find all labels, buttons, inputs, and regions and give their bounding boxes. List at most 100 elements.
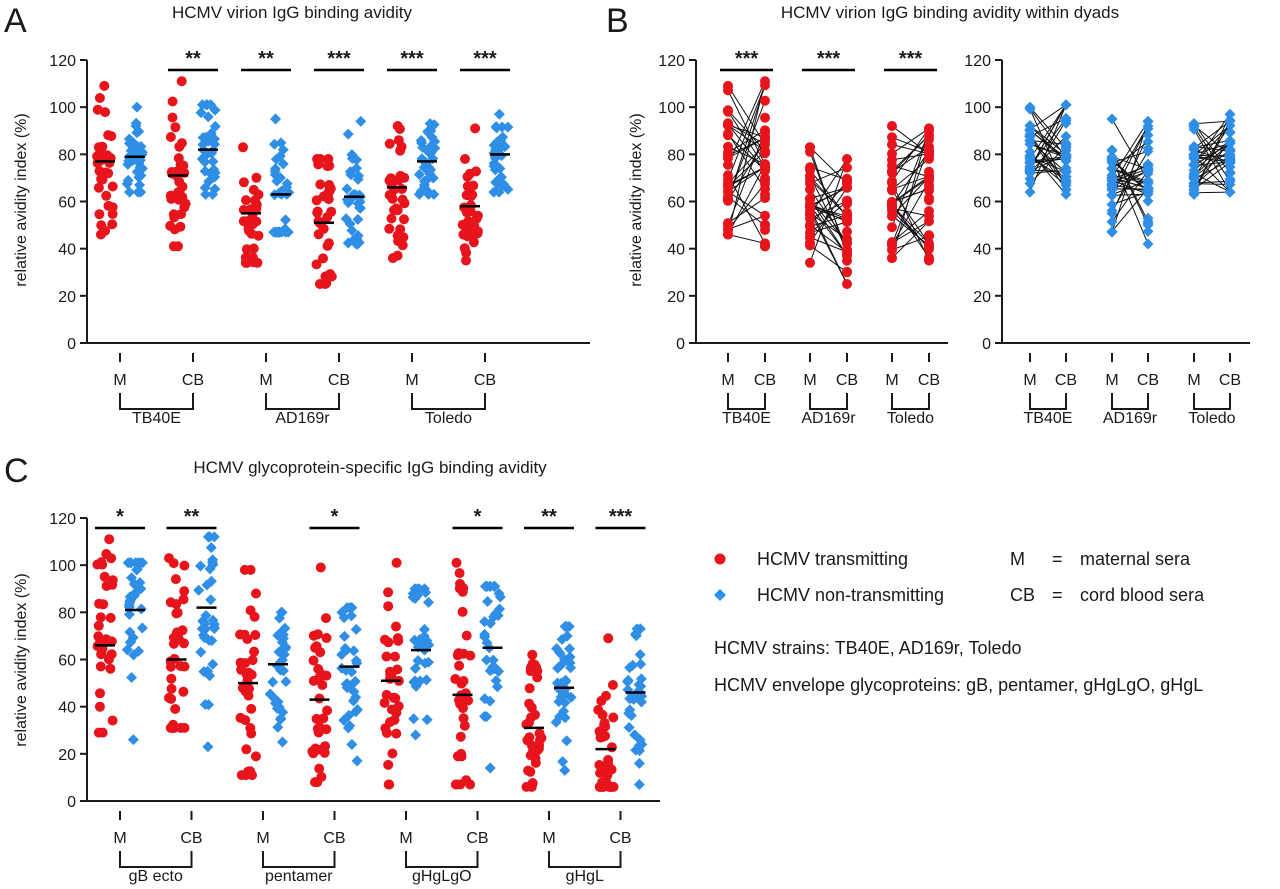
data-point-nontransmitting [490,177,502,189]
y-tick-label-a: 100 [49,100,76,117]
data-point-nontransmitting [267,676,279,688]
data-point-transmitting [381,728,392,738]
dyad-point-cb [760,95,770,106]
data-point-nontransmitting [209,120,221,132]
dyad-line [727,146,766,165]
data-point-nontransmitting [350,623,362,635]
data-point-nontransmitting [131,101,143,113]
dyad-line [1193,183,1231,185]
dyad-point-cb [842,162,852,173]
data-point-transmitting [251,199,262,210]
dyad-point-m [805,200,815,211]
y-tick-label-c: 120 [49,511,76,528]
data-point-transmitting [384,223,395,234]
dyad-point-m [1106,216,1118,228]
data-point-transmitting [384,779,395,790]
data-point-transmitting [177,181,188,192]
data-point-nontransmitting [336,649,348,661]
group-label-group-2: Toledo [425,410,472,427]
y-tick-label-a: 60 [58,195,76,212]
y-tick-label-a: 20 [58,289,76,306]
dyad-point-cb [1224,108,1236,120]
dyad-line [727,90,766,165]
data-point-nontransmitting [348,645,360,657]
data-point-nontransmitting [277,158,289,170]
data-point-transmitting [467,189,478,200]
group-bracket-group-3 [548,851,622,868]
data-point-transmitting [107,181,118,192]
data-point-transmitting [521,781,532,792]
data-point-transmitting [99,80,110,91]
data-point-nontransmitting [338,630,350,642]
dyad-point-cb [1142,188,1154,200]
data-point-nontransmitting [346,224,358,236]
data-point-nontransmitting [484,617,496,629]
dyad-point-cb [1142,225,1154,237]
dyad-point-m [1106,163,1118,175]
dyad-line [1029,104,1067,131]
dyad-point-cb [1224,167,1236,179]
dyad-point-m [1106,207,1118,219]
data-point-nontransmitting [497,139,509,151]
data-point-nontransmitting [630,630,642,642]
dyad-line [1111,134,1149,214]
dyad-line [1111,170,1149,191]
data-point-transmitting [458,583,469,594]
significance-label: * [116,506,124,528]
dyad-point-cb [1142,136,1154,148]
dyad-line [727,234,766,244]
data-point-nontransmitting [121,178,133,190]
x-tick-label-dyad-group-2: CB [1219,372,1241,389]
data-point-nontransmitting [205,99,217,111]
dyad-point-cb [924,145,934,156]
data-point-nontransmitting [635,673,647,685]
data-point-nontransmitting [129,145,141,157]
data-point-nontransmitting [195,646,207,658]
data-point-transmitting [251,172,262,183]
group-label-dyad-group-0: TB40E [1024,410,1073,427]
dyad-line [727,85,766,201]
data-point-transmitting [315,562,326,573]
data-point-transmitting [241,195,251,206]
dyad-point-cb [842,267,852,278]
data-point-transmitting [391,621,401,632]
data-point-transmitting [238,142,248,153]
significance-label: ** [541,506,557,528]
data-point-transmitting [470,123,481,134]
data-point-transmitting [312,207,323,218]
data-point-nontransmitting [415,185,427,197]
data-point-nontransmitting [342,722,354,734]
group-bracket-group-1 [262,851,336,868]
group-bracket-dyad-group-1 [1111,393,1149,410]
group-label-group-3: gHgL [566,868,604,885]
dyad-point-m [887,139,897,150]
dyad-point-m [887,121,897,131]
dyad-line [727,80,766,166]
data-point-transmitting [459,720,470,731]
data-point-nontransmitting [564,643,576,655]
data-point-nontransmitting [209,138,221,150]
dyad-point-cb [842,195,852,206]
data-point-nontransmitting [193,584,205,596]
data-point-transmitting [104,534,115,545]
data-point-nontransmitting [280,676,292,688]
data-point-nontransmitting [123,155,135,167]
data-point-nontransmitting [126,136,138,148]
data-point-transmitting [322,705,333,716]
data-point-transmitting [530,753,541,764]
data-point-transmitting [471,166,481,177]
data-point-transmitting [396,141,407,152]
data-point-transmitting [532,672,543,683]
data-point-nontransmitting [557,756,569,768]
data-point-nontransmitting [136,622,148,634]
y-tick-label-c: 40 [58,700,76,717]
dyad-point-m [887,197,897,208]
dyad-line [1111,156,1149,170]
data-point-transmitting [391,557,402,568]
dyad-line [1111,177,1149,189]
data-point-transmitting [308,655,319,666]
x-tick-label-group-2: CB [466,830,488,847]
dyad-point-m [1106,190,1118,202]
dyad-line [727,131,766,226]
data-point-transmitting [92,158,103,168]
